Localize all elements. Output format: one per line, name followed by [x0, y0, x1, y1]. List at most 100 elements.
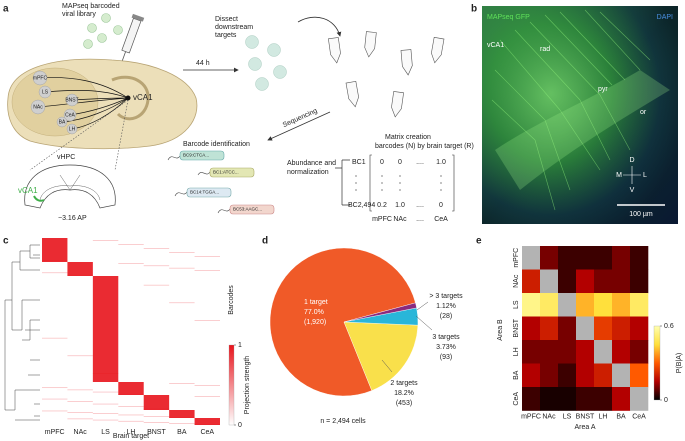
slice-label: 3 targets	[432, 334, 460, 341]
heatmap-cell	[630, 269, 649, 294]
leader-line	[415, 315, 433, 331]
matrix-cell: 0	[380, 159, 384, 166]
heatmap-cell	[522, 269, 541, 294]
barcode-trace	[92, 240, 119, 241]
compass-label: D	[629, 157, 634, 164]
heatmap-cell	[612, 293, 631, 317]
section-detail	[39, 174, 101, 201]
heatmap-cell	[540, 293, 559, 317]
slice-label: 18.2%	[394, 390, 414, 397]
diagonal-cell	[612, 363, 631, 388]
barcode-trace	[194, 385, 220, 386]
slice-label: > 3 targets	[429, 293, 463, 300]
library-label: viral library	[62, 11, 96, 18]
forebrain	[11, 67, 99, 137]
heatmap-cell	[630, 316, 649, 341]
barcode-trace	[143, 265, 170, 267]
colorbar-tick-label: 0	[238, 422, 242, 429]
diagonal-cell	[558, 293, 577, 317]
heatmap-cell	[594, 387, 613, 411]
bracket	[335, 159, 350, 206]
barcode-trace	[42, 410, 68, 412]
heatmap-cell	[540, 316, 559, 341]
slice-label: 1.12%	[436, 303, 456, 310]
matrix-row-label: BC1	[352, 159, 366, 166]
leader-line	[416, 301, 429, 311]
barcode-trace	[67, 401, 93, 402]
heatmap-cell	[558, 316, 577, 341]
matrix-cell: ....	[416, 202, 424, 209]
heatmap-cell	[540, 246, 559, 270]
injection-label: vCA1	[133, 93, 153, 102]
matrix-col-label: mPFC	[372, 216, 392, 223]
heatmap-cell	[612, 316, 631, 341]
slice-label: 77.0%	[304, 309, 324, 316]
barcode-label: BC1:ATCC...	[213, 170, 239, 175]
x-tick-label: mPFC	[521, 413, 541, 420]
slice-label: (1,920)	[304, 319, 326, 326]
projection-lines	[37, 77, 129, 130]
barcode-trace	[67, 355, 93, 357]
y-tick-label: BA	[513, 370, 520, 380]
heatmap-cell	[630, 363, 649, 388]
region-label: BNST	[65, 97, 78, 103]
pie-slice	[343, 321, 419, 391]
stain-label: DAPI	[657, 14, 673, 21]
dendrogram	[4, 244, 40, 421]
colorbar-label: Projection strength	[244, 356, 251, 414]
panel-label: c	[3, 236, 9, 247]
heatmap-cell	[576, 363, 595, 388]
y-tick-label: mPFC	[513, 248, 520, 268]
region-label: CeA	[65, 112, 75, 118]
barcode-block	[194, 418, 220, 425]
barcode-trace	[194, 396, 220, 397]
barcode-trace	[118, 414, 144, 416]
barcode-trace	[118, 263, 144, 264]
barcode-trace	[118, 406, 144, 407]
barcode-label: BC14:TGGA...	[190, 190, 219, 195]
matrix-title: barcodes (N) by brain target (R)	[375, 143, 474, 150]
heatmap-cell	[612, 246, 631, 270]
matrix-col-label: NAc	[393, 216, 407, 223]
tissue-punches	[245, 35, 287, 91]
x-tick-label: LH	[127, 429, 136, 436]
barcode-trace	[92, 391, 119, 393]
matrix-cell: 1.0	[436, 159, 446, 166]
matrix-ellipsis	[355, 175, 442, 191]
dissect-label: downstream	[215, 24, 253, 31]
heatmap-cell	[522, 293, 541, 317]
arrow	[267, 111, 331, 141]
barcode-trace	[42, 387, 68, 389]
slice-label: (28)	[440, 313, 452, 320]
matrix-cell: 1.0	[395, 202, 405, 209]
heatmap-cell	[630, 293, 649, 317]
section-site: vCA1	[18, 186, 38, 195]
barcode-trace	[143, 408, 170, 410]
x-tick-label: NAc	[542, 413, 556, 420]
panel-label: a	[3, 4, 9, 15]
leader-line	[381, 359, 393, 373]
colorbar-tick-label: 0.6	[664, 323, 674, 330]
barcode-trace	[118, 393, 144, 395]
barcode-trace	[42, 260, 68, 261]
dendrites	[491, 9, 651, 211]
matrix-cell: 0	[398, 159, 402, 166]
x-tick-label: BNST	[576, 413, 595, 420]
diagonal-cell	[576, 316, 595, 341]
heatmap-cell	[630, 340, 649, 364]
x-tick-label: CeA	[200, 429, 214, 436]
micrograph-overlay	[482, 6, 678, 224]
barcode-trace	[67, 389, 93, 391]
x-tick-label: NAc	[74, 429, 88, 436]
tubes	[328, 31, 445, 118]
barcode-trace	[169, 267, 195, 269]
barcode-trace	[92, 373, 119, 374]
region-label: mPFC	[33, 75, 48, 81]
heatmap-cell	[630, 246, 649, 270]
x-axis-label: Area A	[574, 424, 595, 431]
heatmap-cell	[558, 246, 577, 270]
barcode-trace	[169, 252, 195, 253]
x-tick-label: BNST	[147, 429, 166, 436]
layer-label: rad	[540, 46, 550, 53]
heatmap-cell	[558, 269, 577, 294]
